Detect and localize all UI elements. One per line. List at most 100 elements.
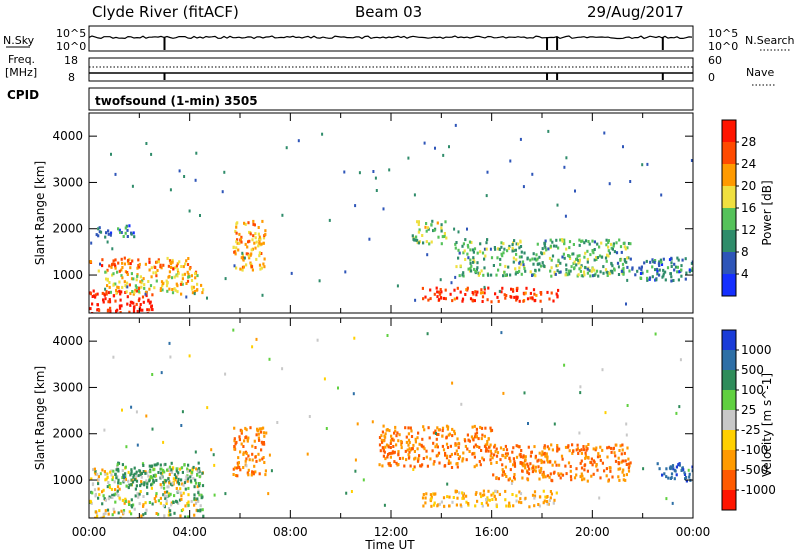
colorbar-swatch — [722, 430, 736, 451]
velocity-echo-region-3 — [378, 424, 494, 469]
xtick-label: 16:00 — [474, 525, 509, 539]
power-plot-frame — [88, 112, 694, 314]
nave-label: Nave — [746, 66, 774, 79]
nsearch-label: N.Search — [745, 34, 795, 47]
power-echo-map — [89, 123, 693, 313]
cpid-label: CPID — [7, 88, 39, 102]
power-echo-region-6 — [421, 286, 560, 304]
velocity-axes: 1000 2000 3000 4000 — [52, 318, 694, 518]
cpid-value: twofsound (1-min) 3505 — [95, 94, 258, 108]
power-echo-region-3 — [95, 224, 136, 239]
ytick-label: 1000 — [52, 473, 83, 487]
colorbar-swatch — [722, 450, 736, 471]
colorbar-tick-label: -100 — [741, 443, 768, 457]
velocity-colorbar: 1000 500 100 25 -25 -100 -500 -1000 — [721, 329, 776, 511]
velocity-ylabel: Slant Range [km] — [33, 366, 47, 470]
nsky-tick-top: 10^5 — [56, 27, 86, 40]
colorbar-tick-label: -500 — [741, 463, 768, 477]
colorbar-tick-label: 16 — [741, 201, 756, 215]
nave-tick-top: 60 — [708, 54, 722, 67]
xtick-label: 08:00 — [273, 525, 308, 539]
ytick-label: 3000 — [52, 175, 83, 189]
power-echo-region-8 — [631, 256, 693, 283]
colorbar-tick-label: 24 — [741, 157, 756, 171]
xtick-label: 00:00 — [676, 525, 711, 539]
colorbar-swatch — [722, 410, 736, 431]
nsearch-tick-top: 10^5 — [708, 27, 738, 40]
xtick-label: 12:00 — [374, 525, 409, 539]
colorbar-swatch — [722, 186, 736, 209]
colorbar-swatch — [722, 120, 736, 143]
power-echo-region-5 — [411, 219, 448, 246]
velocity-echo-region-2 — [232, 426, 268, 478]
colorbar-tick-label: 8 — [741, 245, 749, 259]
colorbar-swatch — [722, 370, 736, 391]
freq-panel — [88, 57, 694, 82]
velocity-echo-region-4 — [421, 489, 558, 509]
station-title: Clyde River (fitACF) — [92, 3, 239, 21]
power-echo-region-1 — [89, 289, 154, 313]
colorbar-swatch — [722, 252, 736, 275]
nsky-tick-bottom: 10^0 — [56, 40, 86, 53]
nsky-trace — [88, 35, 693, 40]
date-title: 29/Aug/2017 — [587, 3, 684, 21]
freq-label-line1: Freq. — [8, 53, 35, 66]
power-colorbar-label: Power [dB] — [760, 180, 774, 245]
power-echo-region-7 — [454, 238, 632, 278]
nsearch-tick-bottom: 10^0 — [708, 40, 738, 53]
ytick-label: 1000 — [52, 268, 83, 282]
colorbar-tick-label: 100 — [741, 383, 764, 397]
time-xlabel: Time UT — [364, 538, 415, 552]
colorbar-swatch — [722, 470, 736, 491]
colorbar-swatch — [722, 230, 736, 253]
colorbar-swatch — [722, 164, 736, 187]
xtick-label: 20:00 — [575, 525, 610, 539]
power-echo-region-0 — [89, 256, 192, 274]
xtick-label: 00:00 — [72, 525, 107, 539]
power-ylabel: Slant Range [km] — [33, 161, 47, 265]
ytick-label: 4000 — [52, 334, 83, 348]
velocity-colorbar-label: Velocity [m s^-1] — [760, 373, 774, 477]
colorbar-swatch — [722, 350, 736, 371]
velocity-echo-region-5 — [492, 443, 632, 483]
power-axes: 1000 2000 3000 4000 — [52, 113, 694, 313]
colorbar-tick-label: 1000 — [741, 343, 772, 357]
nsky-panel — [88, 25, 694, 52]
colorbar-tick-label: -1000 — [741, 483, 776, 497]
colorbar-swatch — [722, 330, 736, 351]
ytick-label: 2000 — [52, 427, 83, 441]
colorbar-swatch — [722, 142, 736, 165]
status-traces — [88, 35, 693, 80]
velocity-echo-region-6 — [656, 462, 693, 483]
freq-label-line2: [MHz] — [5, 66, 37, 79]
power-echo-region-4 — [232, 219, 267, 272]
xtick-label: 04:00 — [172, 525, 207, 539]
nave-tick-bottom: 0 — [708, 71, 715, 84]
ytick-label: 2000 — [52, 222, 83, 236]
beam-title: Beam 03 — [355, 3, 422, 21]
colorbar-tick-label: 4 — [741, 267, 749, 281]
velocity-echo-map — [89, 328, 693, 518]
colorbar-frame — [721, 329, 737, 511]
colorbar-swatch — [722, 490, 736, 511]
colorbar-tick-label: 20 — [741, 179, 756, 193]
colorbar-tick-label: 28 — [741, 135, 756, 149]
nsky-label: N.Sky — [3, 34, 35, 47]
colorbar-swatch — [722, 208, 736, 231]
ytick-label: 4000 — [52, 129, 83, 143]
colorbar-tick-label: 25 — [741, 403, 756, 417]
time-tick-labels: 00:00 04:00 08:00 12:00 16:00 20:00 00:00 — [72, 525, 711, 539]
freq-tick-bottom: 8 — [68, 71, 75, 84]
freq-tick-top: 18 — [64, 54, 78, 67]
velocity-echo-region-1 — [114, 461, 204, 488]
power-colorbar: 4 8 12 16 20 24 28 — [721, 119, 756, 297]
velocity-sparse-echoes — [91, 328, 690, 507]
power-sparse-echoes — [90, 123, 693, 306]
colorbar-tick-label: 500 — [741, 363, 764, 377]
colorbar-tick-label: -25 — [741, 423, 761, 437]
colorbar-swatch — [722, 390, 736, 411]
ytick-label: 3000 — [52, 380, 83, 394]
colorbar-swatch — [722, 274, 736, 297]
colorbar-tick-label: 12 — [741, 223, 756, 237]
cpid-panel — [88, 87, 694, 111]
